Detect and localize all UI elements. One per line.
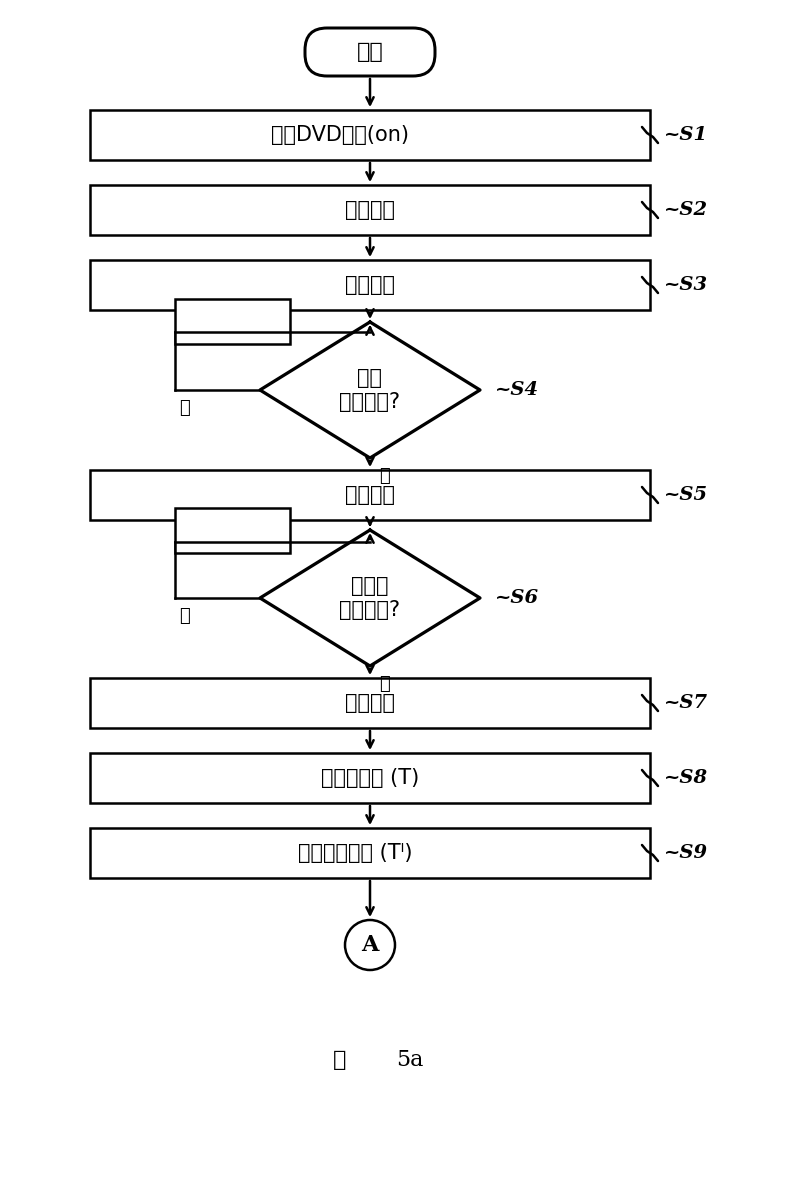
Bar bbox=[90, 828, 650, 878]
Text: 储存识别时间 (Tᴵ): 储存识别时间 (Tᴵ) bbox=[298, 843, 412, 863]
Bar bbox=[90, 753, 650, 802]
Text: ~S2: ~S2 bbox=[664, 201, 708, 219]
Bar bbox=[175, 298, 290, 344]
Text: 开始计时: 开始计时 bbox=[345, 485, 395, 505]
FancyBboxPatch shape bbox=[305, 28, 435, 76]
Text: A: A bbox=[362, 934, 378, 956]
Text: 否: 否 bbox=[180, 608, 190, 626]
Circle shape bbox=[345, 920, 395, 970]
Bar bbox=[175, 508, 290, 552]
Text: ~S6: ~S6 bbox=[495, 589, 539, 608]
Text: ~S8: ~S8 bbox=[664, 769, 708, 787]
Text: 否: 否 bbox=[180, 399, 190, 417]
Polygon shape bbox=[260, 531, 480, 666]
Bar bbox=[90, 260, 650, 310]
Text: 储存计时值 (T): 储存计时值 (T) bbox=[321, 768, 419, 788]
Bar bbox=[90, 470, 650, 520]
Text: 光头落下: 光头落下 bbox=[345, 200, 395, 220]
Text: 是否记
录面检测?: 是否记 录面检测? bbox=[339, 576, 401, 620]
Text: 发射DVD激光(on): 发射DVD激光(on) bbox=[271, 125, 409, 146]
Text: ~S1: ~S1 bbox=[664, 126, 708, 144]
Text: ~S9: ~S9 bbox=[664, 845, 708, 863]
Text: ~S4: ~S4 bbox=[495, 381, 539, 399]
Bar bbox=[90, 185, 650, 235]
Text: 5a: 5a bbox=[396, 1049, 424, 1071]
Text: 光头抬起: 光头抬起 bbox=[345, 275, 395, 295]
Text: ~S3: ~S3 bbox=[664, 275, 708, 294]
Text: 开始: 开始 bbox=[357, 42, 383, 63]
Text: 是否
表面检测?: 是否 表面检测? bbox=[339, 368, 401, 411]
Bar bbox=[90, 678, 650, 728]
Text: 图: 图 bbox=[334, 1050, 346, 1069]
Text: 是: 是 bbox=[380, 675, 390, 693]
Text: 停止计时: 停止计时 bbox=[345, 693, 395, 713]
Text: 是: 是 bbox=[380, 467, 390, 485]
Text: ~S7: ~S7 bbox=[664, 694, 708, 712]
Polygon shape bbox=[260, 322, 480, 458]
Text: ~S5: ~S5 bbox=[664, 486, 708, 504]
Bar bbox=[90, 109, 650, 160]
